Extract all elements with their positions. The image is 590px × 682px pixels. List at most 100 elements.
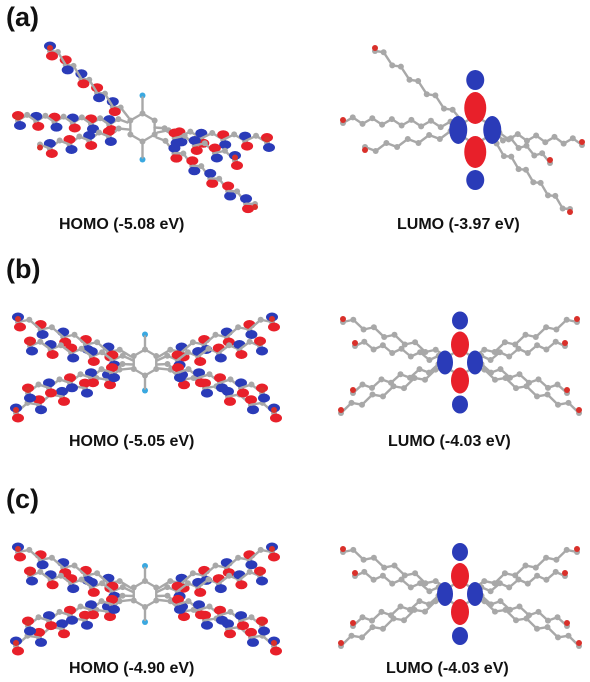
lumo-caption-a: LUMO (-3.97 eV) bbox=[397, 216, 520, 233]
negative-lobe bbox=[258, 393, 270, 403]
oxygen-atom bbox=[232, 154, 238, 161]
negative-lobe bbox=[36, 330, 49, 339]
positive-lobe bbox=[46, 51, 58, 61]
negative-lobe bbox=[219, 140, 232, 150]
nitrogen-atom bbox=[142, 619, 148, 625]
oxygen-atom bbox=[13, 640, 19, 646]
negative-lobe bbox=[449, 116, 468, 144]
oxygen-atom bbox=[562, 340, 568, 346]
positive-lobe bbox=[32, 121, 45, 131]
oxygen-atom bbox=[340, 117, 346, 123]
nitrogen-atom bbox=[142, 563, 148, 569]
carbon-atom bbox=[130, 597, 137, 604]
negative-lobe bbox=[467, 350, 483, 375]
positive-lobe bbox=[85, 141, 98, 150]
positive-lobe bbox=[237, 621, 249, 631]
positive-lobe bbox=[208, 143, 221, 153]
oxygen-atom bbox=[269, 546, 275, 552]
negative-lobe bbox=[35, 637, 47, 647]
negative-lobe bbox=[66, 615, 78, 625]
carbon-atom bbox=[127, 117, 134, 124]
oxygen-atom bbox=[27, 570, 33, 576]
negative-lobe bbox=[36, 560, 49, 570]
negative-lobe bbox=[201, 388, 213, 398]
negative-lobe bbox=[67, 584, 80, 594]
oxygen-atom bbox=[567, 209, 573, 215]
homo-orbital-a bbox=[12, 41, 275, 214]
homo-caption-b: HOMO (-5.05 eV) bbox=[69, 433, 195, 450]
oxygen-atom bbox=[352, 570, 358, 576]
positive-lobe bbox=[194, 587, 207, 597]
negative-lobe bbox=[83, 131, 96, 140]
negative-lobe bbox=[170, 138, 183, 148]
negative-lobe bbox=[214, 353, 227, 363]
positive-lobe bbox=[235, 350, 248, 359]
negative-lobe bbox=[65, 145, 78, 154]
oxygen-atom bbox=[372, 45, 378, 51]
positive-lobe bbox=[195, 610, 207, 620]
negative-lobe bbox=[56, 386, 68, 396]
positive-lobe bbox=[14, 322, 26, 332]
negative-lobe bbox=[50, 122, 63, 132]
oxygen-atom bbox=[338, 640, 344, 646]
positive-lobe bbox=[102, 127, 115, 136]
negative-lobe bbox=[467, 582, 483, 606]
negative-lobe bbox=[61, 65, 74, 75]
positive-lobe bbox=[45, 388, 57, 398]
positive-lobe bbox=[64, 373, 76, 383]
negative-lobe bbox=[247, 637, 259, 647]
positive-lobe bbox=[87, 378, 99, 388]
negative-lobe bbox=[210, 153, 223, 163]
positive-lobe bbox=[194, 357, 207, 366]
oxygen-atom bbox=[257, 340, 263, 346]
negative-lobe bbox=[174, 604, 186, 614]
positive-lobe bbox=[64, 605, 76, 615]
negative-lobe bbox=[247, 405, 259, 415]
positive-lobe bbox=[45, 621, 57, 631]
positive-lobe bbox=[87, 357, 100, 366]
negative-lobe bbox=[43, 378, 55, 388]
negative-lobe bbox=[224, 191, 237, 201]
oxygen-atom bbox=[338, 407, 344, 413]
oxygen-atom bbox=[350, 620, 356, 626]
negative-lobe bbox=[85, 600, 97, 610]
positive-lobe bbox=[190, 146, 203, 155]
positive-lobe bbox=[451, 331, 469, 358]
oxygen-atom bbox=[350, 387, 356, 393]
positive-lobe bbox=[222, 181, 235, 191]
negative-lobe bbox=[245, 330, 258, 339]
negative-lobe bbox=[235, 378, 247, 388]
positive-lobe bbox=[68, 123, 81, 133]
negative-lobe bbox=[256, 576, 268, 586]
positive-lobe bbox=[87, 587, 100, 597]
negative-lobe bbox=[452, 543, 468, 561]
nitrogen-atom bbox=[139, 92, 146, 99]
negative-lobe bbox=[188, 136, 201, 145]
carbon-atom bbox=[151, 131, 158, 138]
oxygen-atom bbox=[562, 570, 568, 576]
positive-lobe bbox=[206, 178, 219, 188]
positive-lobe bbox=[451, 563, 469, 589]
negative-lobe bbox=[24, 393, 36, 403]
positive-lobe bbox=[106, 594, 118, 604]
positive-lobe bbox=[104, 380, 116, 390]
oxygen-atom bbox=[25, 620, 31, 626]
oxygen-atom bbox=[15, 316, 21, 322]
carbon-atom bbox=[127, 131, 134, 138]
carbon-atom bbox=[153, 353, 160, 359]
oxygen-atom bbox=[257, 570, 263, 576]
lumo-orbital-b bbox=[338, 311, 582, 416]
positive-lobe bbox=[195, 378, 207, 388]
positive-lobe bbox=[464, 92, 487, 124]
positive-lobe bbox=[231, 161, 243, 170]
positive-lobe bbox=[58, 396, 70, 406]
positive-lobe bbox=[245, 395, 257, 405]
panel-label-a: (a) bbox=[6, 2, 39, 32]
positive-lobe bbox=[178, 380, 190, 390]
negative-lobe bbox=[104, 137, 117, 146]
positive-lobe bbox=[186, 156, 199, 166]
oxygen-atom bbox=[259, 387, 265, 393]
positive-lobe bbox=[270, 413, 282, 423]
positive-lobe bbox=[46, 580, 59, 590]
positive-lobe bbox=[268, 322, 280, 332]
